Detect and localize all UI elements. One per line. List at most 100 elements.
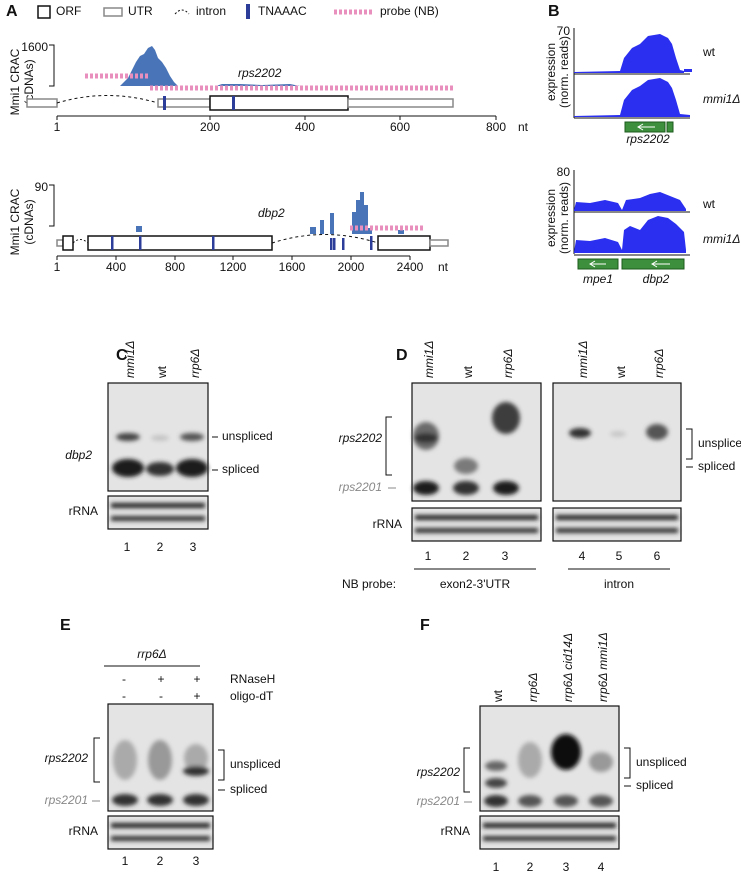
bracket <box>686 428 693 460</box>
lane-number: 2 <box>463 549 470 563</box>
band <box>111 836 210 841</box>
gel <box>552 507 682 542</box>
band <box>518 742 542 778</box>
y-axis <box>49 44 55 87</box>
unit: nt <box>518 120 529 134</box>
sign: + <box>157 672 164 686</box>
strand-arrow <box>637 123 655 131</box>
lane-number: 2 <box>527 860 534 874</box>
gene-name: rps2201 <box>45 793 88 807</box>
treatment: RNaseH <box>230 672 275 686</box>
band-label: spliced <box>698 459 735 473</box>
y-max: 90 <box>35 180 49 194</box>
tick-label: 2400 <box>397 260 424 274</box>
x-ticks: 1 400 800 1200 1600 2000 2400 nt <box>54 256 449 274</box>
band <box>485 778 507 788</box>
band <box>569 428 591 438</box>
motif <box>330 238 333 250</box>
loading-label: rRNA <box>441 824 470 838</box>
lane-number: 3 <box>563 860 570 874</box>
band <box>554 795 578 807</box>
band <box>413 481 439 495</box>
tick-label: 1200 <box>220 260 247 274</box>
sign: - <box>122 672 126 686</box>
coverage <box>574 34 684 73</box>
lane-number: 1 <box>122 854 129 868</box>
utr <box>56 239 64 247</box>
tick-label: 800 <box>486 120 506 134</box>
utr <box>347 98 454 108</box>
bracket <box>93 737 100 783</box>
sign: - <box>122 689 126 703</box>
lane-label: rrp6Δ <box>188 349 202 378</box>
band-label: unspliced <box>222 429 273 443</box>
band-label: spliced <box>230 782 267 796</box>
sample: mmi1Δ <box>703 92 740 106</box>
band <box>414 433 438 443</box>
lane-label: mmi1Δ <box>422 341 436 378</box>
y-label: Mmi1 CRAC <box>8 48 22 115</box>
bands <box>484 734 613 807</box>
bands <box>111 823 210 841</box>
x-ticks: 1 200 400 600 800 nt <box>54 116 529 134</box>
panel-label: B <box>548 3 560 20</box>
lane-label: wt <box>614 365 628 379</box>
loading-label: rRNA <box>69 824 98 838</box>
band-label: spliced <box>222 462 259 476</box>
band <box>589 752 613 772</box>
legend-text: ORF <box>56 4 81 18</box>
gel <box>107 815 214 850</box>
band <box>111 516 205 521</box>
sign: + <box>193 689 200 703</box>
bands <box>111 503 205 521</box>
tick-label: 200 <box>200 120 220 134</box>
gene-name: mpe1 <box>583 272 613 286</box>
band <box>184 744 208 772</box>
sign: + <box>193 672 200 686</box>
tick-label: 600 <box>390 120 410 134</box>
motifs <box>111 236 373 250</box>
band-label: spliced <box>636 778 673 792</box>
lane-label: wt <box>491 689 505 703</box>
legend-text: probe (NB) <box>380 4 439 18</box>
band <box>483 823 616 828</box>
probe-name: intron <box>604 577 634 591</box>
y-max: 1600 <box>21 40 48 54</box>
y-max: 80 <box>557 165 571 179</box>
motif <box>370 236 373 250</box>
gene-name: rps2202 <box>417 765 461 779</box>
band <box>556 515 678 520</box>
gene-name: rps2201 <box>417 794 460 808</box>
sample: mmi1Δ <box>703 232 740 246</box>
gene-name: dbp2 <box>643 272 670 286</box>
lane-label: rrp6Δ <box>652 349 666 378</box>
band <box>176 459 208 477</box>
band <box>485 761 507 771</box>
lane-label: wt <box>155 365 169 379</box>
lane-number: 4 <box>598 860 605 874</box>
band <box>556 528 678 533</box>
lane-number: 3 <box>193 854 200 868</box>
orf <box>87 235 273 251</box>
utr <box>26 98 58 108</box>
motif <box>212 236 215 250</box>
band <box>415 515 538 520</box>
probe-name: exon2-3'UTR <box>440 577 511 591</box>
gel <box>479 815 620 850</box>
lane-number: 2 <box>157 854 164 868</box>
motif <box>342 238 345 250</box>
bands <box>413 402 668 495</box>
band <box>415 528 538 533</box>
band <box>180 433 204 441</box>
crac-peak <box>120 46 178 86</box>
y-label: (norm. reads) <box>557 36 571 108</box>
lane-number: 5 <box>616 549 623 563</box>
tick-label: 400 <box>106 260 126 274</box>
lane-label: rrp6Δ <box>526 673 540 702</box>
orf-key <box>37 5 51 19</box>
y-max: 70 <box>557 24 571 38</box>
gene-name: rps2201 <box>339 480 382 494</box>
utr-key <box>103 7 123 17</box>
band <box>151 435 169 441</box>
